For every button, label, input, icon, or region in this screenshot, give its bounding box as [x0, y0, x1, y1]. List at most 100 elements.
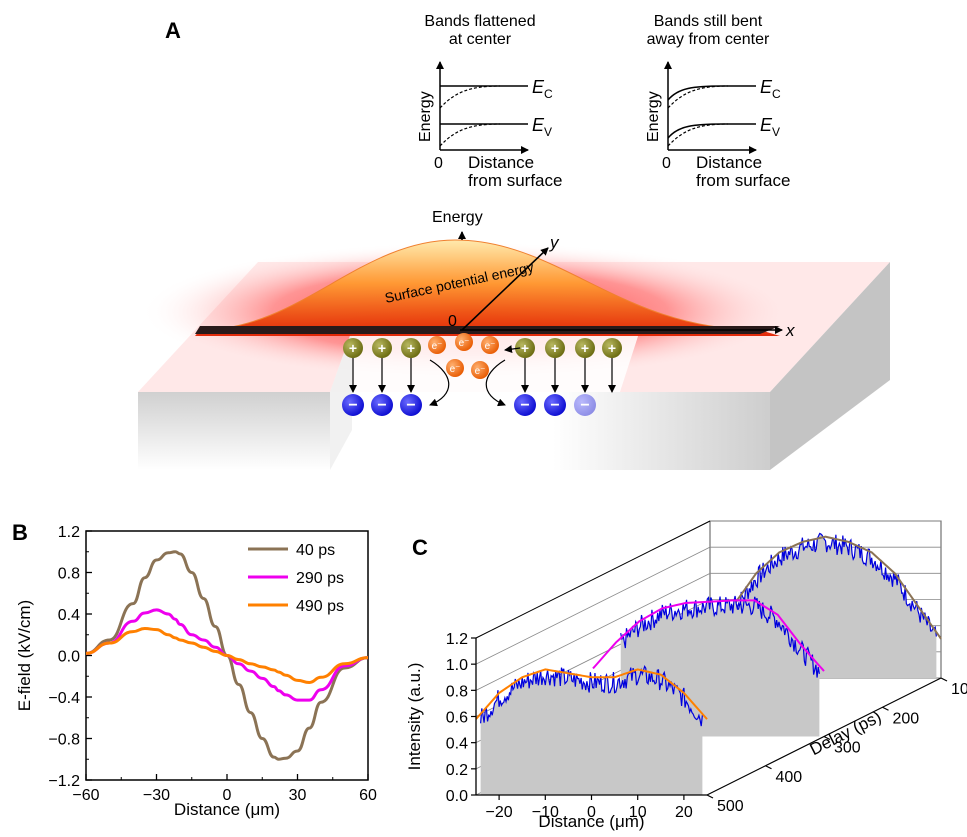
chart-c-ytick-label: 0.8: [446, 683, 468, 700]
slab-left-inner: [330, 330, 352, 470]
chart-c-ytick-label: 1.2: [446, 631, 468, 648]
band-zero-label: 0: [434, 155, 443, 172]
negative-charge: [342, 394, 364, 416]
negative-charge: [400, 394, 422, 416]
chart-c-ytick-label: 0.0: [446, 788, 468, 805]
chart-b-xtick-label: 0: [223, 787, 232, 804]
slab-left-front: [138, 392, 330, 470]
chart-c: 0.0 0.2 0.4 0.6 0.8 1.0 1.2 −20 −10 0 10 20 500 400 30…: [405, 520, 967, 831]
band-label-ev: E: [760, 115, 773, 135]
chart-b-ytick-label: 0.4: [58, 607, 80, 624]
chart-b-legend-label: 40 ps: [296, 542, 335, 559]
chart-c-slice-fit: [592, 599, 825, 672]
chart-c-ytick-label: 0.4: [446, 736, 468, 753]
chart-b-ytick-label: −1.2: [48, 773, 80, 790]
panel-b: B −60 −30 0 30 60 −1.2 −0.8 −0.4 0.0 0.4 0.8 1.2 Dis…: [12, 520, 377, 819]
band-line-ec: [667, 85, 756, 101]
chart-c-ztick: [940, 677, 948, 682]
band-title-line2: at center: [449, 31, 512, 48]
hole-charge: [372, 338, 392, 358]
negative-charge-label: −: [580, 397, 589, 414]
electron-arrow: [504, 345, 521, 354]
chart-c-xtick-label: −10: [532, 804, 559, 821]
band-title-line1: Bands still bent: [654, 13, 763, 30]
chart-c-slice-data: [620, 595, 820, 678]
band-label-sub-ev: V: [772, 125, 780, 139]
chart-c-ztick: [882, 706, 889, 711]
chart-b-legend-label: 290 ps: [296, 570, 344, 587]
chart-b-xtick-label: 60: [359, 787, 377, 804]
band-dashed-ec: [667, 85, 729, 109]
chart-b-ytick-label: 0.0: [58, 649, 80, 666]
panel-c-label: C: [412, 535, 428, 560]
band-distance-label2: from surface: [696, 171, 790, 190]
band-energy-label: Energy: [417, 91, 434, 142]
panel-a-label: A: [165, 18, 181, 43]
slab-right-front: [553, 392, 770, 470]
band-title-line1: Bands flattened: [424, 13, 535, 30]
electron: [471, 361, 489, 379]
chart-c-xlabel: Distance (μm): [538, 812, 644, 831]
band-label-ev: E: [532, 115, 545, 135]
hole-charge: [343, 338, 363, 358]
band-label-ec: E: [532, 77, 545, 97]
chart-c-xtick-label: 10: [629, 804, 647, 821]
chart-b: −60 −30 0 30 60 −1.2 −0.8 −0.4 0.0 0.4 0.8 1.2 Dista…: [15, 524, 377, 819]
chart-c-xtick-label: 20: [675, 804, 693, 821]
hole-charge: [515, 338, 535, 358]
chart-c-ztick: [765, 765, 772, 770]
band-label-ec: E: [760, 77, 773, 97]
band-dashed-ev: [667, 123, 729, 147]
band-distance-label2: from surface: [468, 171, 562, 190]
chart-b-ytick-label: 1.2: [58, 524, 80, 541]
negative-charge-label: −: [406, 397, 415, 414]
chart-c-ytick-label: 0.6: [446, 710, 468, 727]
y-axis: [461, 247, 549, 331]
chart-c-xtick-label: 0: [587, 804, 596, 821]
surface-potential-hump: [195, 240, 780, 336]
chart-b-ytick-label: −0.4: [48, 690, 80, 707]
band-energy-label: Energy: [645, 91, 662, 142]
panel-b-label: B: [12, 520, 28, 545]
negative-charge-label: −: [348, 397, 357, 414]
band-label-sub-ec: C: [544, 87, 553, 101]
band-line-ev: [667, 123, 756, 139]
electron-label: e⁻: [432, 341, 443, 352]
hole-charge-label: +: [378, 340, 386, 356]
band-label-sub-ec: C: [772, 87, 781, 101]
schematic: x Energy y 0 Surface potential energy + +…: [138, 209, 890, 470]
slab-right-side: [770, 262, 890, 470]
hole-charge: [575, 338, 595, 358]
electron-label: e⁻: [459, 338, 470, 349]
chart-b-xtick-label: −30: [143, 787, 170, 804]
panel-c: C 0.0 0.2 0.4 0.6 0.8 1.0 1.2 −20 −10 0 10 20 500 400…: [405, 520, 967, 831]
chart-c-ztick-label: 200: [893, 710, 920, 727]
band-dashed-ec: [439, 85, 501, 109]
negative-charge: [574, 394, 596, 416]
chart-b-xtick-label: 30: [289, 787, 307, 804]
hole-charge-label: +: [349, 340, 357, 356]
chart-b-xlabel: Distance (μm): [174, 800, 280, 819]
chart-c-xtick-label: −20: [486, 804, 513, 821]
chart-c-ztick-label: 400: [776, 769, 803, 786]
hole-charge: [602, 338, 622, 358]
y-axis-label: y: [549, 233, 560, 252]
charges: + + + + + + + − − − − − − e⁻ e⁻ e⁻ e⁻ e⁻: [342, 333, 622, 416]
hole-charge-label: +: [407, 340, 415, 356]
curved-arrow-right: [485, 359, 506, 407]
chart-c-slice-fit: [475, 668, 708, 720]
band-title-line2: away from center: [647, 31, 770, 48]
chart-c-ztick-label: 300: [834, 740, 861, 757]
electron-label: e⁻: [450, 364, 461, 375]
hole-charge-label: +: [608, 340, 616, 356]
chart-b-ylabel: E-field (kV/cm): [15, 600, 34, 711]
band-dashed-ev: [439, 123, 501, 147]
chart-c-slice-fit: [709, 535, 942, 640]
x-axis-label: x: [785, 321, 795, 340]
chart-c-side-gridline: [475, 546, 711, 665]
